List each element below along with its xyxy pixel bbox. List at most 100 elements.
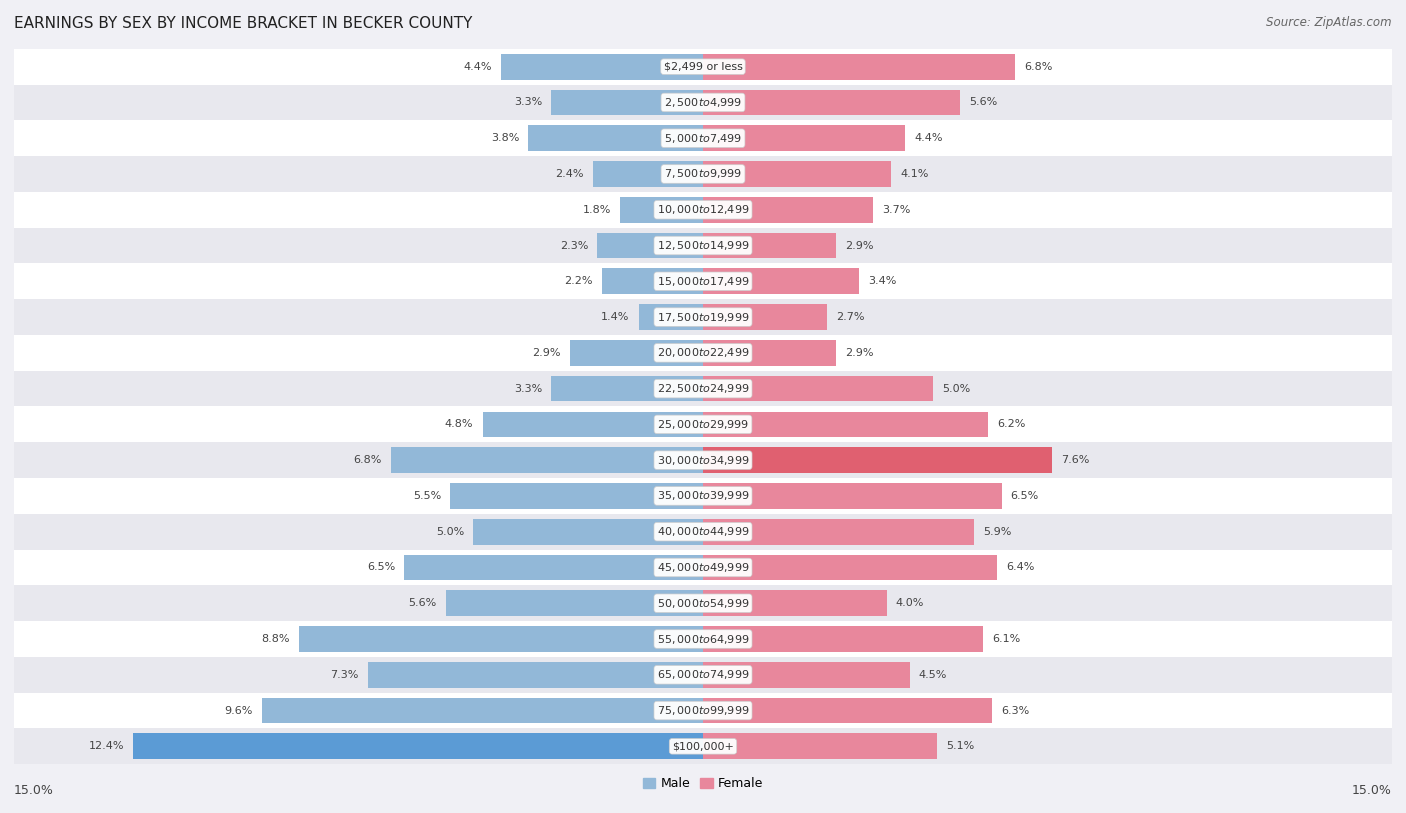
Bar	[703, 161, 891, 187]
Text: 3.4%: 3.4%	[869, 276, 897, 286]
Text: 9.6%: 9.6%	[225, 706, 253, 715]
Bar	[14, 192, 1392, 228]
Text: 6.3%: 6.3%	[1001, 706, 1029, 715]
Text: 2.9%: 2.9%	[531, 348, 561, 358]
Text: 5.0%: 5.0%	[436, 527, 464, 537]
Text: 5.6%: 5.6%	[408, 598, 437, 608]
Bar	[703, 304, 827, 330]
Text: 5.1%: 5.1%	[946, 741, 974, 751]
Bar	[14, 585, 1392, 621]
Text: 3.7%: 3.7%	[882, 205, 911, 215]
Bar	[446, 590, 703, 616]
Text: 4.4%: 4.4%	[914, 133, 943, 143]
Bar	[620, 197, 703, 223]
Text: $25,000 to $29,999: $25,000 to $29,999	[657, 418, 749, 431]
Text: 7.3%: 7.3%	[330, 670, 359, 680]
Bar	[529, 125, 703, 151]
Text: 5.6%: 5.6%	[969, 98, 998, 107]
Text: 3.3%: 3.3%	[515, 98, 543, 107]
Text: 6.5%: 6.5%	[367, 563, 395, 572]
Text: EARNINGS BY SEX BY INCOME BRACKET IN BECKER COUNTY: EARNINGS BY SEX BY INCOME BRACKET IN BEC…	[14, 16, 472, 31]
Text: $100,000+: $100,000+	[672, 741, 734, 751]
Bar	[703, 519, 974, 545]
Bar	[703, 411, 988, 437]
Text: $30,000 to $34,999: $30,000 to $34,999	[657, 454, 749, 467]
Text: 7.6%: 7.6%	[1062, 455, 1090, 465]
Bar	[551, 89, 703, 115]
Bar	[703, 89, 960, 115]
Text: $12,500 to $14,999: $12,500 to $14,999	[657, 239, 749, 252]
Bar	[703, 54, 1015, 80]
Text: 4.1%: 4.1%	[900, 169, 929, 179]
Text: 4.4%: 4.4%	[463, 62, 492, 72]
Bar	[14, 120, 1392, 156]
Bar	[14, 621, 1392, 657]
Bar	[703, 483, 1001, 509]
Text: $75,000 to $99,999: $75,000 to $99,999	[657, 704, 749, 717]
Text: 2.2%: 2.2%	[564, 276, 593, 286]
Text: 4.5%: 4.5%	[920, 670, 948, 680]
Bar	[703, 197, 873, 223]
Text: 15.0%: 15.0%	[1353, 784, 1392, 797]
Text: 1.8%: 1.8%	[582, 205, 612, 215]
Bar	[14, 442, 1392, 478]
Bar	[14, 478, 1392, 514]
Text: 2.3%: 2.3%	[560, 241, 588, 250]
Bar	[450, 483, 703, 509]
Text: $45,000 to $49,999: $45,000 to $49,999	[657, 561, 749, 574]
Text: $35,000 to $39,999: $35,000 to $39,999	[657, 489, 749, 502]
Text: 6.2%: 6.2%	[997, 420, 1025, 429]
Bar	[134, 733, 703, 759]
Text: $15,000 to $17,499: $15,000 to $17,499	[657, 275, 749, 288]
Bar	[14, 406, 1392, 442]
Text: 6.5%: 6.5%	[1011, 491, 1039, 501]
Bar	[703, 733, 938, 759]
Bar	[299, 626, 703, 652]
Bar	[703, 626, 983, 652]
Bar	[405, 554, 703, 580]
Bar	[598, 233, 703, 259]
Text: Source: ZipAtlas.com: Source: ZipAtlas.com	[1267, 16, 1392, 29]
Bar	[703, 590, 887, 616]
Bar	[569, 340, 703, 366]
Bar	[703, 340, 837, 366]
Bar	[14, 728, 1392, 764]
Bar	[14, 550, 1392, 585]
Bar	[703, 376, 932, 402]
Bar	[262, 698, 703, 724]
Bar	[703, 125, 905, 151]
Bar	[703, 268, 859, 294]
Bar	[14, 85, 1392, 120]
Text: $7,500 to $9,999: $7,500 to $9,999	[664, 167, 742, 180]
Bar	[368, 662, 703, 688]
Bar	[638, 304, 703, 330]
Text: $22,500 to $24,999: $22,500 to $24,999	[657, 382, 749, 395]
Bar	[703, 662, 910, 688]
Bar	[14, 657, 1392, 693]
Bar	[14, 228, 1392, 263]
Text: 6.1%: 6.1%	[993, 634, 1021, 644]
Text: 3.3%: 3.3%	[515, 384, 543, 393]
Text: 15.0%: 15.0%	[14, 784, 53, 797]
Text: 2.9%: 2.9%	[845, 241, 875, 250]
Text: 3.8%: 3.8%	[491, 133, 519, 143]
Bar	[14, 299, 1392, 335]
Text: 1.4%: 1.4%	[602, 312, 630, 322]
Bar	[593, 161, 703, 187]
Text: 4.8%: 4.8%	[444, 420, 474, 429]
Text: 6.8%: 6.8%	[1025, 62, 1053, 72]
Bar	[14, 335, 1392, 371]
Bar	[14, 514, 1392, 550]
Bar	[501, 54, 703, 80]
Text: $20,000 to $22,499: $20,000 to $22,499	[657, 346, 749, 359]
Text: 2.7%: 2.7%	[837, 312, 865, 322]
Text: $2,499 or less: $2,499 or less	[664, 62, 742, 72]
Text: 5.5%: 5.5%	[413, 491, 441, 501]
Text: $17,500 to $19,999: $17,500 to $19,999	[657, 311, 749, 324]
Bar	[482, 411, 703, 437]
Bar	[551, 376, 703, 402]
Bar	[703, 554, 997, 580]
Bar	[703, 447, 1052, 473]
Bar	[602, 268, 703, 294]
Bar	[703, 698, 993, 724]
